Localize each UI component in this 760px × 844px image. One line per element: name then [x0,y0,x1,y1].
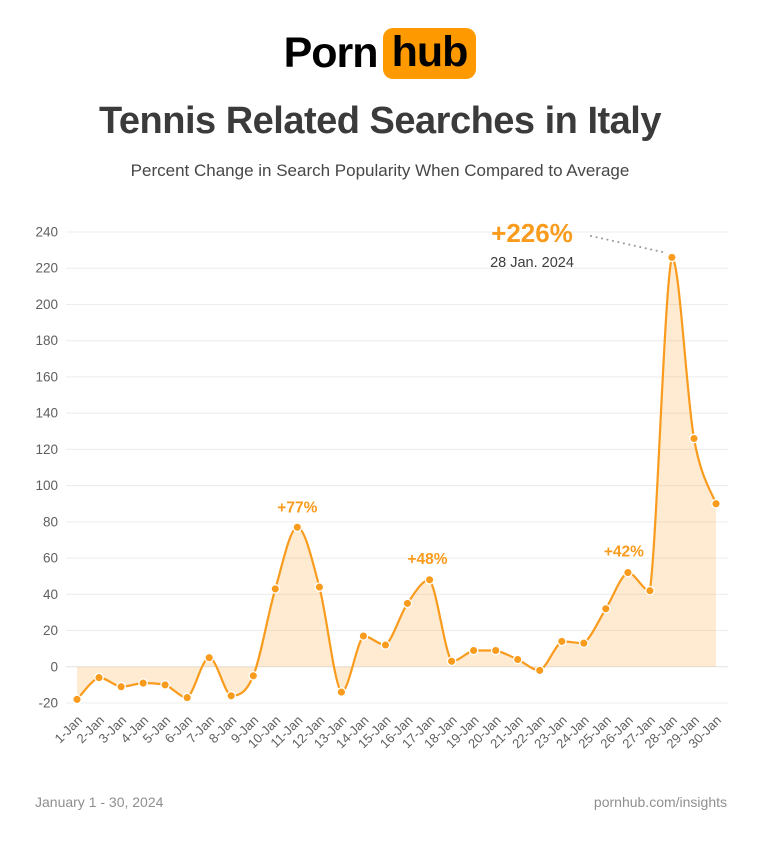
y-tick-label: 0 [50,659,58,674]
data-point [424,574,435,585]
data-point [556,636,567,647]
data-point [490,645,501,656]
y-tick-label: -20 [38,696,58,711]
data-point [578,638,589,649]
data-point [292,522,303,533]
page-subtitle: Percent Change in Search Popularity When… [130,161,630,180]
footer-link[interactable]: pornhub.com/insights [593,794,727,810]
data-point [711,498,721,509]
page-title: Tennis Related Searches in Italy [99,100,661,142]
data-point [94,672,104,683]
data-point [248,670,259,681]
pornhub-logo: Porn hub [0,28,760,80]
callout-value-label: +226% [491,218,573,248]
data-point [336,687,347,697]
data-point [138,678,148,688]
data-point [446,656,457,667]
data-point [512,654,523,665]
footer-date-range: January 1 - 30, 2024 [35,794,164,810]
y-tick-label: 40 [43,587,58,602]
data-point [72,694,82,705]
data-point [689,433,699,444]
logo-text-hub: hub [382,28,477,80]
data-point [645,585,655,596]
data-point [226,690,237,701]
callout-date-label: 28 Jan. 2024 [490,255,574,271]
y-tick-label: 60 [43,551,58,566]
y-tick-label: 120 [35,442,58,457]
data-point [402,598,413,609]
y-tick-label: 160 [35,369,58,384]
y-tick-label: 80 [43,514,58,529]
y-tick-label: 220 [35,261,58,276]
data-point [380,640,391,650]
y-tick-label: 20 [43,623,58,638]
data-point [116,681,126,692]
footer: January 1 - 30, 2024 pornhub.com/insight… [35,794,727,810]
data-point [358,631,369,641]
callout-connector-line [590,235,665,254]
data-point [468,645,479,656]
data-point [204,652,215,663]
data-point [623,567,633,578]
annotation-label: +77% [277,499,317,516]
y-tick-label: 240 [35,225,58,240]
line-chart: -200204060801001201401601802002202401-Ja… [35,218,728,751]
annotation-label: +48% [408,551,448,568]
data-point [534,665,545,676]
y-tick-label: 180 [35,333,58,348]
series-area [77,257,716,700]
data-point [600,603,611,614]
logo-text-porn: Porn [283,29,379,78]
y-tick-label: 100 [35,478,58,493]
y-tick-label: 140 [35,406,58,421]
data-point [270,584,281,594]
data-point [182,692,193,703]
data-point [314,582,325,592]
y-tick-label: 200 [35,297,58,312]
annotation-label: +42% [604,544,644,561]
data-point [667,252,677,263]
data-point [160,680,170,690]
